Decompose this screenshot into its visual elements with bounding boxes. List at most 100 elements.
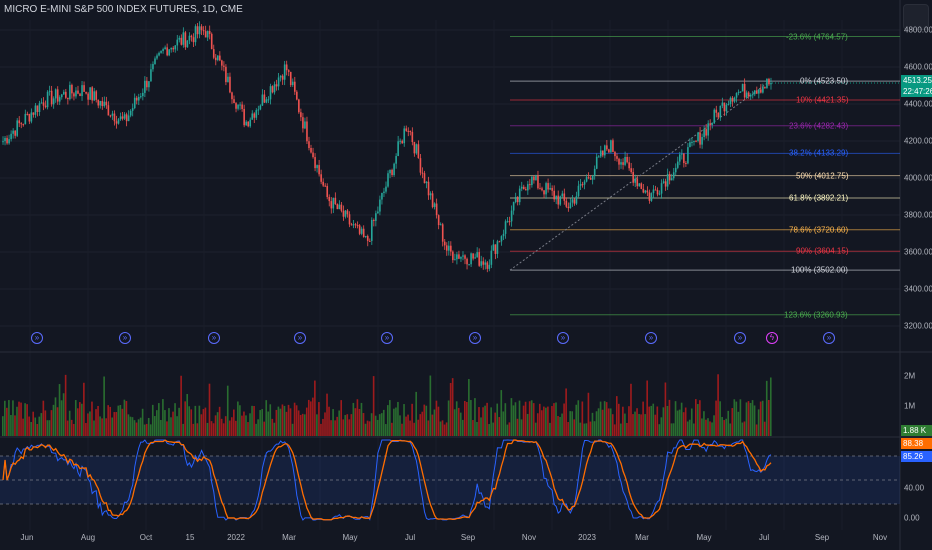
dividend-arrow-icon[interactable]: » [557, 332, 569, 344]
candle-body [492, 244, 495, 251]
volume-bar [216, 412, 219, 436]
candle-body [745, 92, 748, 98]
volume-bar [243, 411, 245, 436]
candle-body [115, 121, 118, 124]
volume-bar [239, 405, 241, 436]
candle-body [251, 113, 254, 120]
candle-body [504, 221, 507, 234]
volume-bar [747, 401, 750, 436]
chart-settings-button[interactable] [903, 4, 929, 30]
candle-body [206, 30, 209, 38]
volume-bar [555, 402, 557, 436]
volume-bar [107, 405, 109, 436]
volume-bar [174, 403, 176, 436]
candle-body [421, 172, 424, 174]
candle-body [137, 96, 140, 101]
volume-bar [318, 402, 320, 436]
volume-bar [18, 401, 20, 436]
volume-bar [218, 406, 221, 436]
candle-body [223, 65, 225, 67]
candle-body [531, 176, 533, 186]
volume-bar [279, 408, 282, 436]
candle-body [624, 156, 626, 165]
candle-body [113, 113, 116, 122]
volume-bar [224, 416, 227, 436]
candle-body [676, 161, 679, 168]
volume-bar [715, 400, 717, 436]
candle-body [304, 121, 306, 129]
volume-bar [62, 393, 65, 436]
volume-badge: 1.88 K [901, 425, 932, 436]
candle-body [332, 197, 335, 209]
volume-bar [6, 407, 8, 436]
volume-bar [10, 415, 12, 436]
time-axis-tick: Sep [814, 533, 830, 542]
volume-bar [261, 409, 263, 436]
candle-body [409, 130, 412, 132]
dividend-arrow-icon[interactable]: » [381, 332, 393, 344]
last-price-badge: 4513.25 [901, 75, 932, 87]
candle-body [678, 154, 681, 162]
candle-body [229, 76, 231, 93]
volume-bar [212, 423, 215, 436]
candle-body [557, 195, 560, 205]
candle-body [486, 262, 489, 269]
candle-body [139, 96, 142, 98]
candle-body [595, 156, 598, 169]
candle-body [456, 254, 458, 260]
candle-body [565, 200, 568, 207]
candle-body [441, 224, 444, 242]
price-axis-tick: 4000.00 [904, 173, 932, 183]
volume-bar [453, 409, 456, 436]
candle-body [626, 156, 628, 163]
candle-body [135, 97, 138, 101]
volume-bar [89, 411, 91, 436]
candle-body [160, 51, 162, 53]
candle-body [308, 141, 310, 148]
candle-body [26, 113, 29, 115]
volume-bar [709, 421, 711, 436]
candle-body [522, 186, 525, 190]
dividend-arrow-icon[interactable]: » [119, 332, 131, 344]
volume-bar [731, 408, 734, 436]
volume-bar [36, 424, 39, 436]
candle-body [723, 102, 726, 112]
volume-bar [117, 405, 120, 436]
dividend-arrow-icon[interactable]: » [469, 332, 481, 344]
volume-bar [202, 409, 205, 436]
volume-bar [374, 415, 377, 436]
volume-bar [249, 413, 251, 436]
candle-body [296, 91, 298, 100]
volume-bar [350, 414, 353, 436]
candle-body [751, 94, 754, 96]
volume-bar [22, 418, 24, 436]
dividend-arrow-icon[interactable]: » [294, 332, 306, 344]
dividend-arrow-icon[interactable]: » [734, 332, 746, 344]
candle-body [314, 157, 316, 169]
earnings-lightning-icon[interactable]: ϟ [766, 332, 778, 344]
volume-bar [699, 400, 701, 436]
volume-bar [713, 415, 715, 436]
candle-body [89, 87, 91, 100]
dividend-arrow-icon[interactable]: » [31, 332, 43, 344]
volume-bar [577, 400, 580, 436]
candle-body [411, 131, 414, 142]
dividend-arrow-icon[interactable]: » [645, 332, 657, 344]
volume-bar [389, 400, 391, 436]
volume-bar [287, 404, 290, 436]
stoch-axis-tick: 40.00 [904, 483, 925, 493]
volume-bar [494, 412, 497, 436]
candle-body [541, 188, 543, 191]
dividend-arrow-icon[interactable]: » [823, 332, 835, 344]
volume-bar [656, 406, 659, 436]
candle-body [591, 175, 594, 180]
candle-body [614, 151, 616, 157]
candle-body [178, 37, 181, 40]
volume-bar [2, 416, 4, 436]
candle-body [407, 130, 410, 132]
dividend-arrow-icon[interactable]: » [208, 332, 220, 344]
volume-bar [680, 402, 683, 436]
volume-bar [514, 402, 517, 436]
candle-body [259, 105, 262, 110]
